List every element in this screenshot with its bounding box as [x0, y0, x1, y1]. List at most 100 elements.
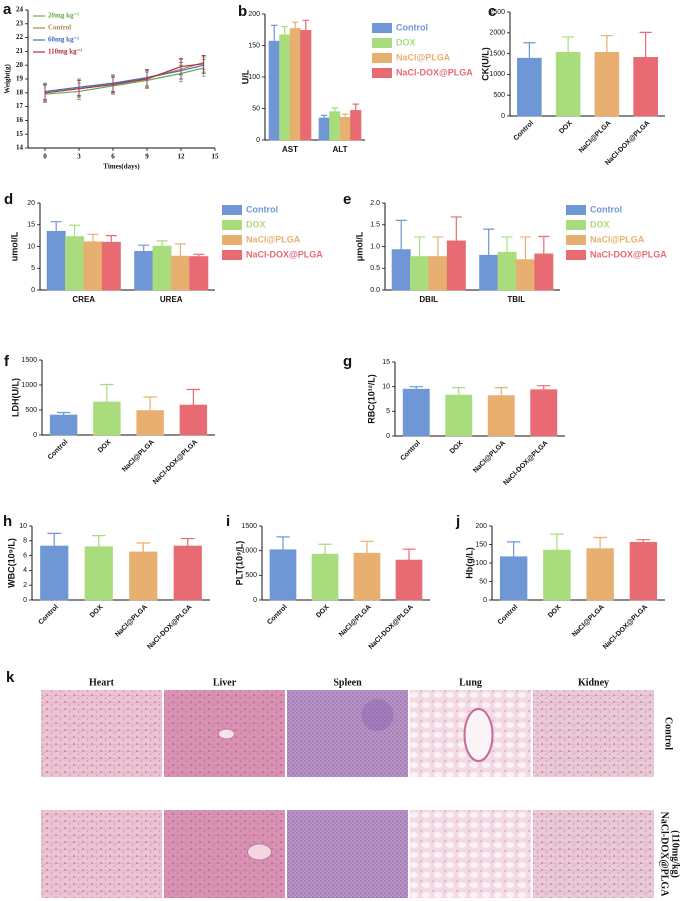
bar: [179, 404, 208, 436]
y-tick-label: 1000: [241, 548, 257, 555]
legend-swatch: [222, 235, 242, 245]
panel-letter: j: [455, 513, 460, 530]
error-bar: [395, 219, 407, 250]
y-tick-label: 10: [27, 243, 35, 250]
x-tick-label: DOX: [558, 120, 574, 136]
legend-swatch: [566, 220, 586, 230]
error-bar: [138, 244, 150, 252]
bar: [402, 388, 430, 437]
legend-label: Control: [48, 24, 71, 32]
y-tick-label: 0: [483, 597, 487, 604]
y-tick-label: 14: [16, 144, 24, 152]
y-axis-label: PLT(10⁹/L): [234, 541, 244, 586]
x-tick-label: NaCl-DOX@PLGA: [368, 604, 415, 651]
error-bar: [100, 383, 114, 402]
error-bar: [506, 541, 521, 557]
error-bar: [450, 216, 462, 241]
error-bar: [302, 19, 309, 31]
bar: [479, 254, 499, 291]
panel-letter: d: [4, 191, 13, 208]
tissue-texture: [287, 690, 408, 777]
y-tick-label: 2000: [489, 30, 505, 37]
bar: [543, 549, 571, 601]
row-label: Control: [663, 717, 674, 750]
y-axis-label: Weight(g): [4, 64, 12, 94]
error-bar: [636, 539, 651, 543]
bar: [46, 230, 66, 291]
x-tick-label: NaCl@PLGA: [571, 604, 606, 639]
column-header: Kidney: [578, 677, 609, 688]
bar: [446, 240, 466, 291]
legend-swatch: [566, 235, 586, 245]
x-tick-label: Control: [513, 120, 536, 143]
bar: [329, 111, 341, 141]
legend-swatch: [372, 38, 392, 48]
bar: [134, 250, 154, 291]
legend-label: DOX: [590, 219, 610, 229]
y-axis-label: umol/L: [9, 231, 19, 261]
error-bar: [501, 236, 513, 253]
bar: [152, 245, 172, 291]
bar: [268, 40, 280, 141]
y-tick-label: 16: [16, 116, 24, 124]
error-bar: [321, 114, 328, 118]
error-bar: [414, 236, 426, 257]
error-bar: [105, 235, 117, 243]
legend-label: NaCl@PLGA: [396, 52, 451, 62]
bar: [318, 117, 330, 141]
y-tick-label: 5: [386, 408, 390, 415]
tissue-feature: [463, 708, 494, 762]
bar: [136, 410, 164, 436]
bar: [300, 30, 312, 141]
bar: [170, 255, 190, 291]
tissue-feature: [218, 728, 235, 740]
bar: [93, 401, 121, 436]
bar: [269, 549, 297, 601]
bar: [594, 52, 620, 117]
legend-swatch: [372, 68, 392, 78]
y-tick-label: 0: [386, 433, 390, 440]
y-axis-label: Hb(g/L): [464, 547, 474, 579]
error-bar: [136, 542, 151, 552]
legend-swatch: [222, 220, 242, 230]
bar: [555, 52, 581, 117]
tissue-texture: [410, 810, 531, 898]
x-tick-label: CREA: [72, 295, 95, 304]
error-bar: [180, 537, 195, 546]
y-tick-label: 1000: [489, 71, 505, 78]
y-tick-label: 15: [16, 130, 24, 138]
error-bar: [537, 385, 551, 390]
legend-label: NaCl-DOX@PLGA: [246, 249, 323, 259]
error-bar: [402, 548, 416, 561]
error-bar: [276, 536, 290, 550]
x-tick-label: 3: [77, 153, 81, 161]
bar: [65, 236, 85, 291]
y-tick-label: 1000: [21, 382, 37, 389]
panel-letter: k: [6, 669, 15, 686]
x-tick-label: NaCl-DOX@PLGA: [602, 604, 649, 651]
error-bar: [50, 221, 62, 232]
y-tick-label: 24: [16, 6, 24, 14]
y-axis-label: U/L: [240, 69, 250, 84]
y-tick-label: 1500: [21, 357, 37, 364]
bar: [289, 28, 301, 141]
x-tick-label: 0: [43, 153, 47, 161]
x-tick-label: DOX: [89, 604, 105, 620]
panel-letter: a: [3, 1, 12, 18]
y-tick-label: 0.5: [370, 265, 380, 272]
error-bar: [87, 233, 99, 242]
y-axis-label: RBC(10¹²/L): [366, 374, 376, 424]
error-bar: [186, 388, 201, 405]
x-tick-label: Control: [399, 440, 422, 463]
error-bar: [271, 24, 278, 42]
bar: [101, 241, 121, 291]
panel-letter: i: [226, 513, 230, 530]
y-tick-label: 0: [256, 137, 260, 144]
y-tick-label: 6: [23, 552, 27, 559]
error-bar: [174, 243, 186, 257]
y-axis-label: WBC(10⁹/L): [6, 538, 16, 588]
bar: [129, 551, 158, 601]
bar: [350, 110, 362, 141]
error-bar: [69, 224, 81, 237]
